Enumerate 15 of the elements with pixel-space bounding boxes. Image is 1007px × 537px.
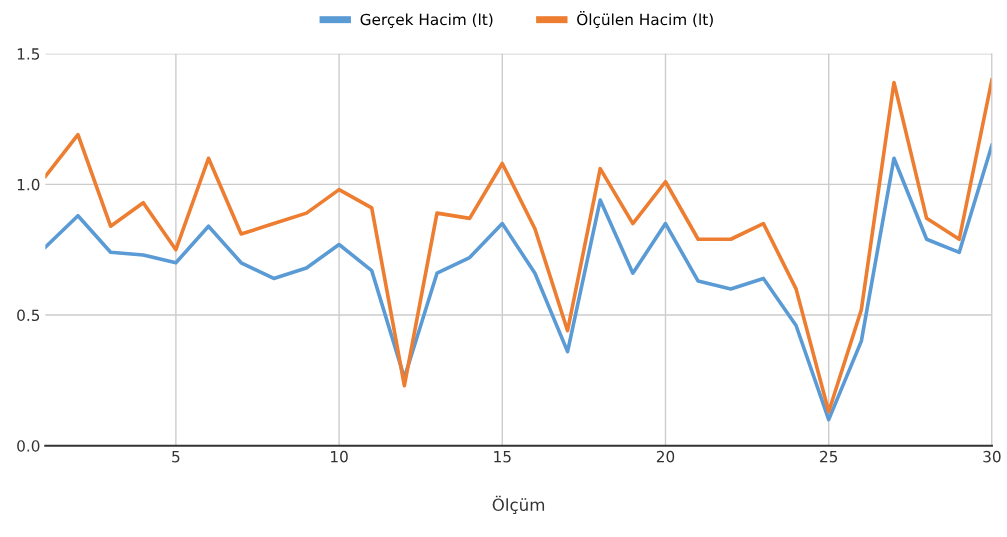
x-tick-label: 10	[331, 450, 348, 463]
legend-label: Ölçülen Hacim (lt)	[577, 11, 713, 28]
line-series	[45, 143, 992, 422]
legend-label: Gerçek Hacim (lt)	[360, 13, 493, 28]
y-tick-label: 1.0	[17, 178, 40, 191]
x-tick-label: 25	[820, 450, 838, 463]
x-tick-label: 30	[983, 450, 1001, 463]
x-axis-title: Ölçüm	[492, 495, 545, 515]
x-tick-label: 15	[494, 451, 511, 463]
y-tick-label: 0.0	[17, 440, 40, 452]
x-tick-label: 20	[656, 450, 675, 463]
x-tick-label: 5	[172, 451, 180, 463]
y-tick-label: 0.5	[17, 309, 40, 322]
y-tick-label: 1.5	[17, 48, 40, 60]
line-series	[45, 78, 992, 414]
